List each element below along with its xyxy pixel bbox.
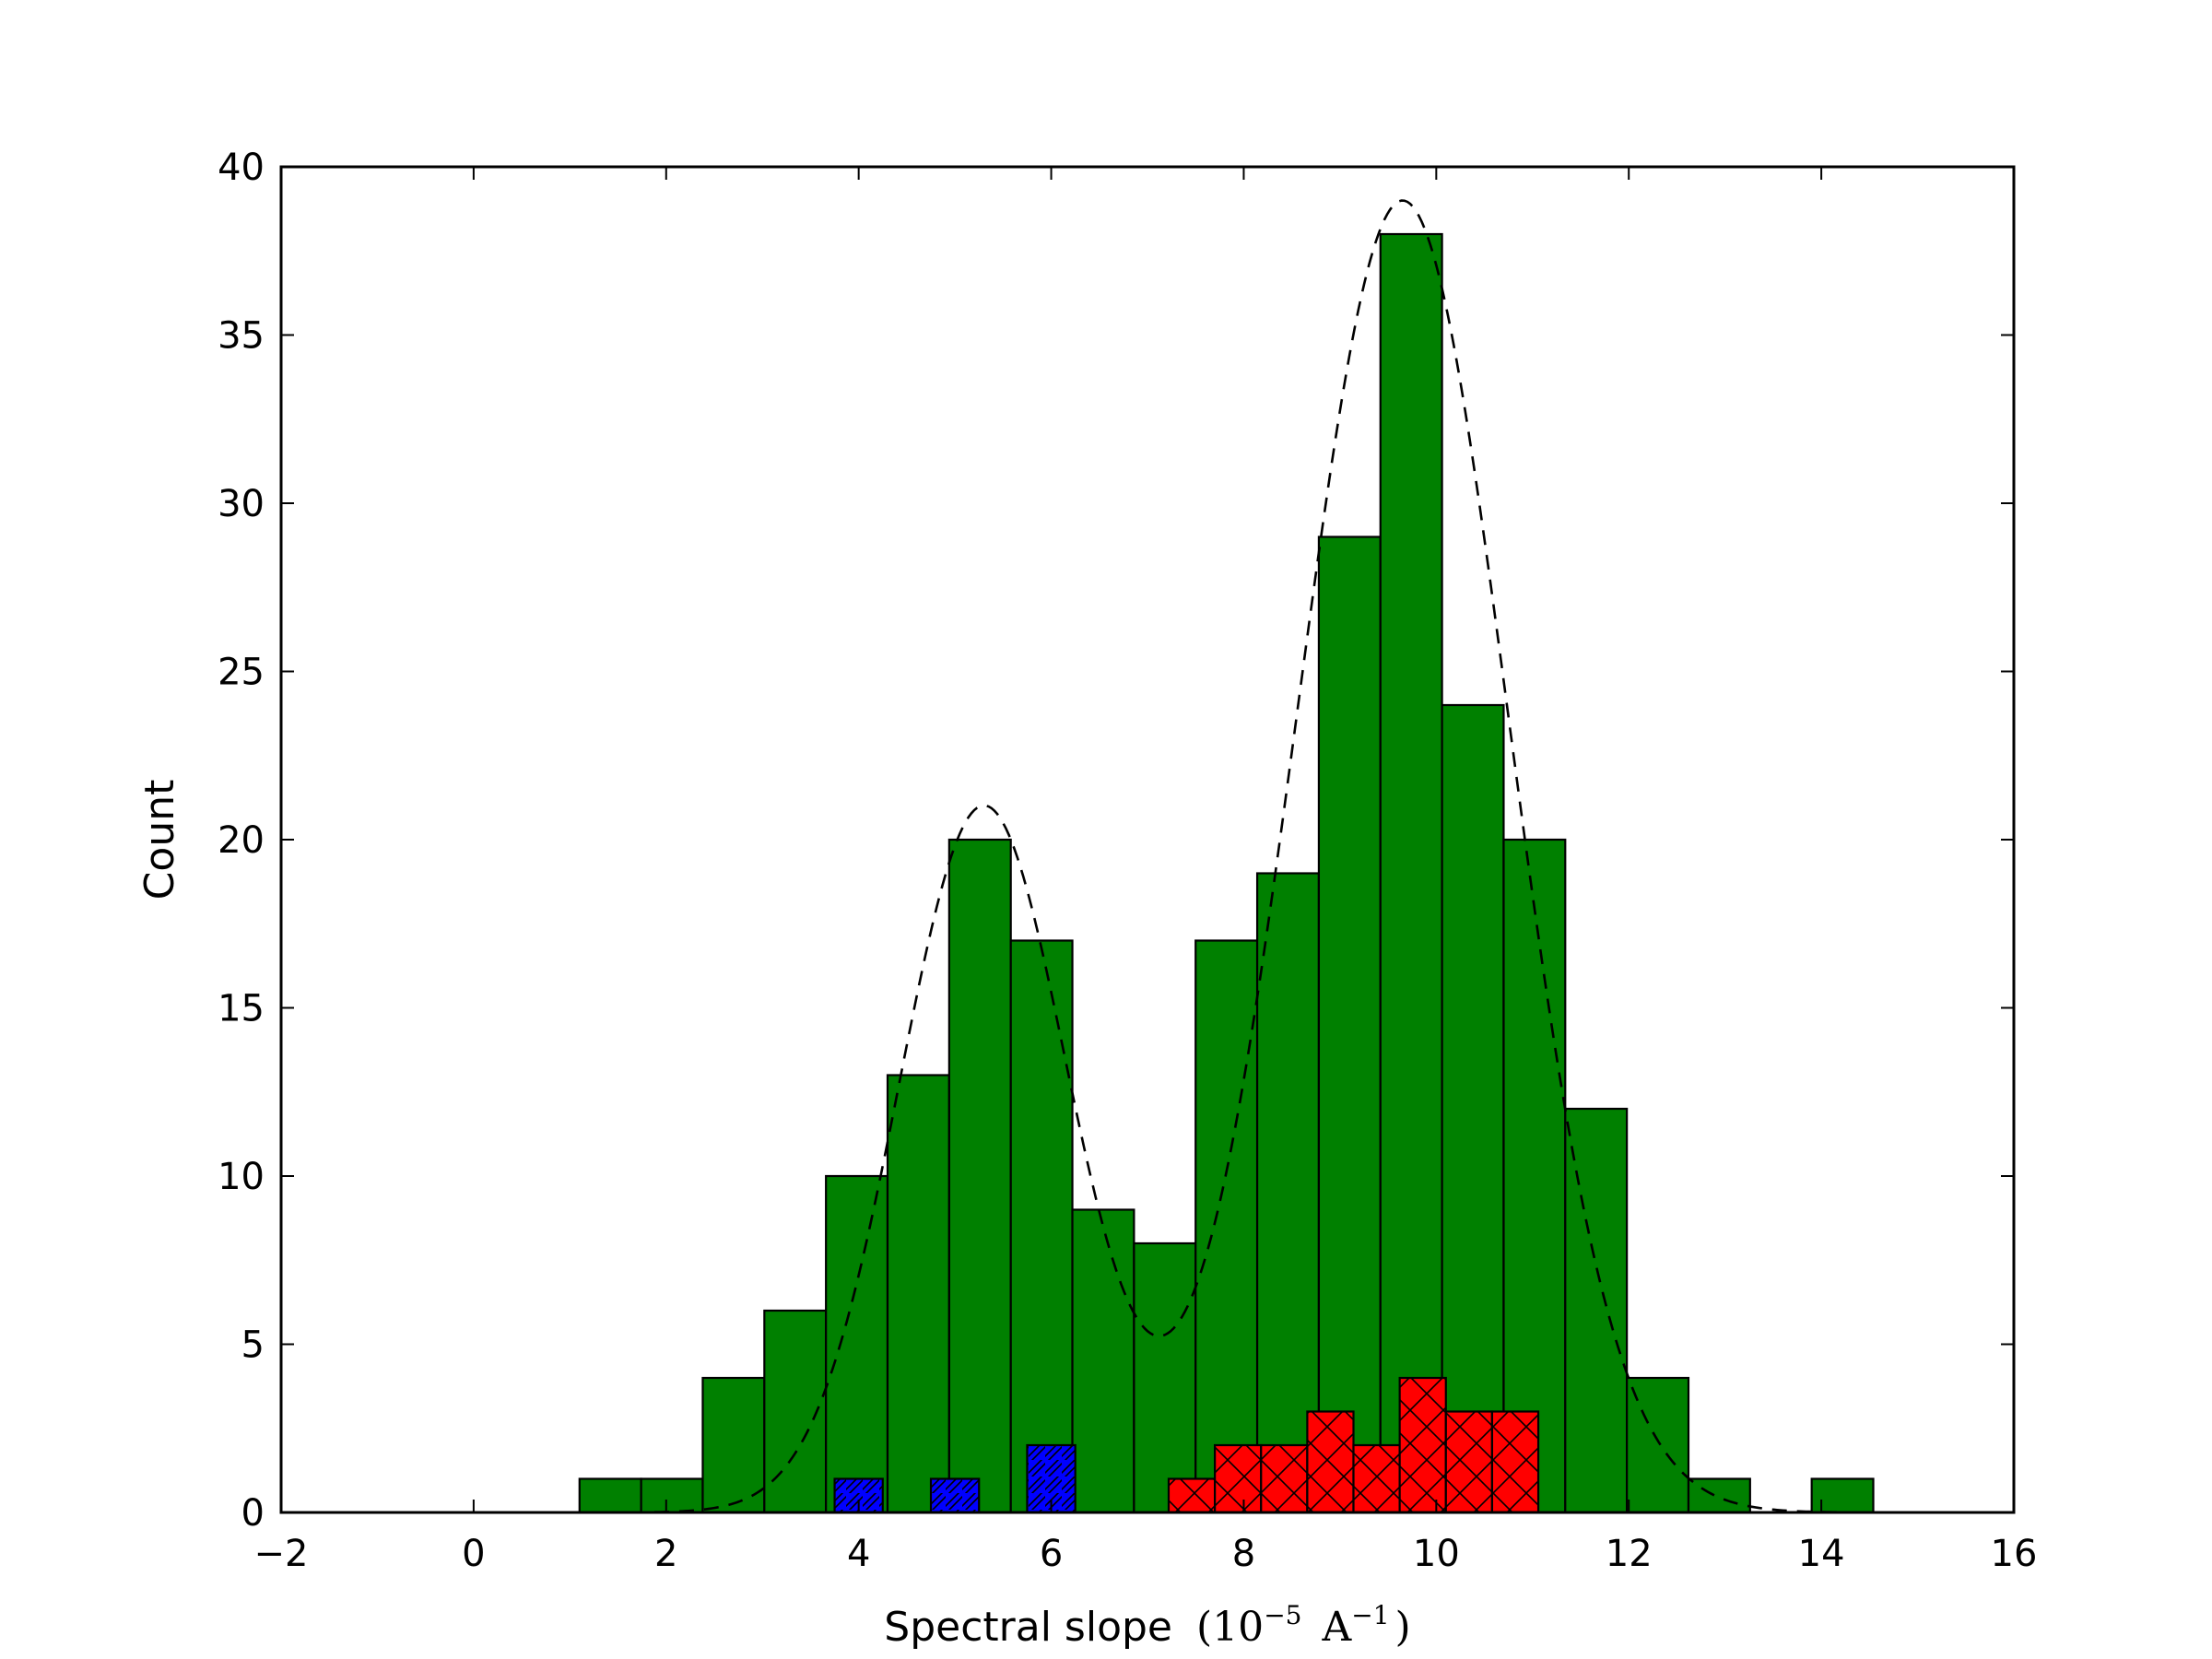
- bar-hatch-s2-2: [1261, 1445, 1308, 1512]
- x-tick-label: 6: [1040, 1533, 1063, 1575]
- bar-s0-1: [640, 1477, 704, 1514]
- x-tick-label: 0: [462, 1533, 485, 1575]
- bar-hatch-s2-4: [1353, 1445, 1400, 1512]
- x-tick-label: 10: [1413, 1533, 1460, 1575]
- bar-s0-14: [1441, 703, 1505, 1514]
- x-axis-unit-base: 10: [1212, 1604, 1264, 1651]
- bar-s0-5: [886, 1074, 950, 1514]
- bar-s0-13: [1379, 232, 1443, 1514]
- bar-s0-10: [1194, 939, 1259, 1514]
- bar-s0-0: [578, 1477, 642, 1514]
- x-axis-unit: A: [1321, 1604, 1352, 1651]
- bar-hatch-s2-0: [1168, 1478, 1216, 1512]
- bar-s0-7: [1009, 939, 1074, 1514]
- x-axis-unit-exponent: −5: [1264, 1600, 1301, 1630]
- y-tick-label: 0: [241, 1492, 265, 1535]
- x-axis-label-text: Spectral slope: [884, 1604, 1172, 1651]
- x-tick-label: 12: [1606, 1533, 1653, 1575]
- x-axis-unit-exponent-2: −1: [1351, 1600, 1389, 1630]
- bar-hatch-s2-3: [1307, 1411, 1354, 1512]
- bar-hatch-s2-6: [1445, 1411, 1492, 1512]
- fit-curve-line: [281, 199, 2014, 1512]
- bar-s0-12: [1317, 535, 1382, 1514]
- bars-layer: [578, 232, 1875, 1514]
- x-tick-label: 4: [847, 1533, 870, 1575]
- y-tick-label: 15: [218, 988, 265, 1030]
- bar-s0-2: [701, 1376, 766, 1514]
- bar-hatch-s1-1: [931, 1478, 980, 1512]
- fit-curve-layer: [281, 199, 2014, 1512]
- x-tick-label: 14: [1798, 1533, 1845, 1575]
- bar-s0-8: [1071, 1208, 1135, 1514]
- x-tick-label: 2: [654, 1533, 677, 1575]
- bar-s0-9: [1133, 1241, 1197, 1514]
- x-tick-label: −2: [254, 1533, 309, 1575]
- bar-hatch-s2-7: [1491, 1411, 1539, 1512]
- x-tick-label: 16: [1991, 1533, 2038, 1575]
- x-axis-label: Spectral slope (10−5 A−1): [884, 1600, 1410, 1651]
- bar-s0-16: [1564, 1107, 1629, 1514]
- y-tick-label: 30: [218, 483, 265, 525]
- y-axis-label: Count: [136, 780, 183, 900]
- y-tick-label: 10: [218, 1156, 265, 1198]
- bar-s0-18: [1687, 1477, 1751, 1514]
- bar-s0-4: [825, 1174, 889, 1514]
- y-tick-label: 20: [218, 819, 265, 862]
- x-axis-unit-open: (: [1196, 1604, 1212, 1651]
- bar-s0-6: [947, 838, 1012, 1514]
- bar-hatch-s2-5: [1399, 1378, 1446, 1512]
- y-tick-label: 35: [218, 315, 265, 358]
- x-axis-unit-close: ): [1395, 1604, 1411, 1651]
- y-tick-label: 5: [241, 1324, 265, 1367]
- bar-s0-11: [1255, 872, 1321, 1514]
- x-tick-label: 8: [1232, 1533, 1255, 1575]
- y-tick-label: 25: [218, 652, 265, 694]
- y-tick-label: 40: [218, 147, 265, 189]
- bar-hatch-s2-1: [1215, 1445, 1262, 1512]
- bar-s0-15: [1502, 838, 1567, 1514]
